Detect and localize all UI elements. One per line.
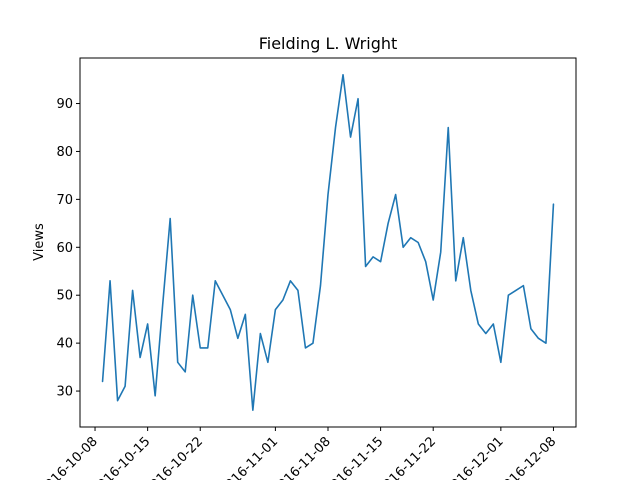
series-line [101,73,555,412]
x-tick-label: 2016-10-08 [37,434,101,480]
x-tick-label: 2016-11-01 [217,434,281,480]
x-tick-label: 2016-11-15 [322,434,386,480]
x-tick-label: 2016-10-22 [142,434,206,480]
y-tick-label: 60 [56,241,73,256]
x-tick-label: 2016-12-01 [443,434,507,480]
y-tick-label: 80 [56,145,73,160]
axes-frame [79,57,577,428]
x-tick-label: 2016-11-22 [375,434,439,480]
x-tick-label: 2016-12-08 [495,434,559,480]
plot-area: 304050607080902016-10-082016-10-152016-1… [37,73,559,480]
y-tick-label: 40 [56,337,73,352]
y-tick-label: 50 [56,289,73,304]
y-axis-label: Views [32,223,47,261]
x-tick-label: 2016-10-15 [89,434,153,480]
chart-title: Fielding L. Wright [259,34,398,53]
y-tick-label: 90 [56,97,73,112]
y-tick-label: 70 [56,193,73,208]
x-tick-label: 2016-11-08 [270,434,334,480]
y-tick-label: 30 [56,385,73,400]
